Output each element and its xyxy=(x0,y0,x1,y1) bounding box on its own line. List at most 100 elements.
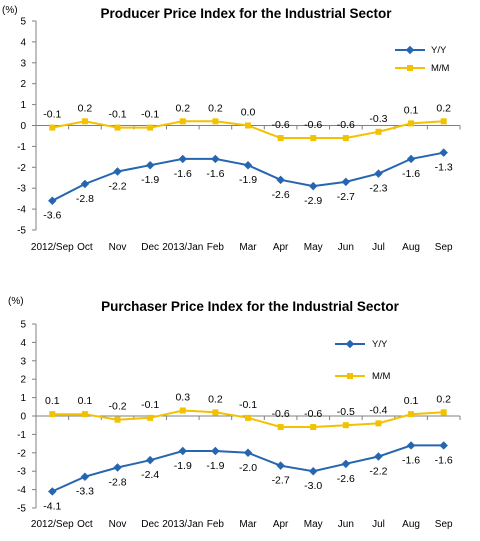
x-tick-label: 2013/Jan xyxy=(162,519,203,530)
data-point-mm xyxy=(114,124,121,131)
data-point-mm xyxy=(375,420,382,427)
y-tick-label: -3 xyxy=(17,467,26,478)
x-tick-label: Nov xyxy=(109,242,127,253)
data-point-mm xyxy=(245,122,251,129)
data-point-yy xyxy=(406,441,416,450)
chart-title: Purchaser Price Index for the Industrial… xyxy=(101,299,400,314)
data-point-mm xyxy=(375,128,382,135)
data-point-yy xyxy=(145,455,155,465)
data-label-yy: -2.2 xyxy=(108,180,126,192)
y-tick-label: -1 xyxy=(17,142,26,153)
data-point-yy xyxy=(178,154,188,164)
data-point-mm xyxy=(277,424,284,431)
legend: Y/Y M/M xyxy=(335,339,391,382)
data-point-mm xyxy=(310,424,317,431)
data-label-mm: -0.6 xyxy=(337,119,355,131)
data-label-mm: -0.6 xyxy=(272,119,290,131)
data-point-yy xyxy=(276,461,285,470)
data-point-mm xyxy=(114,416,121,423)
data-label-yy: -1.9 xyxy=(239,174,257,186)
data-label-mm: 0.2 xyxy=(175,102,190,114)
data-point-mm xyxy=(81,118,88,125)
data-point-yy xyxy=(243,160,253,170)
data-point-yy xyxy=(308,466,318,476)
data-label-mm: 0.2 xyxy=(436,393,451,405)
data-label-mm: 0.1 xyxy=(404,104,419,116)
data-label-mm: -0.4 xyxy=(369,404,387,416)
legend-label-yy: Y/Y xyxy=(372,339,388,350)
data-label-yy: -1.6 xyxy=(206,168,224,180)
data-point-mm xyxy=(440,118,447,125)
x-tick-label: Feb xyxy=(207,519,225,530)
legend-marker-yy xyxy=(405,45,415,55)
plot-area: 5 4 3 2 1 0 -1 -2 -3 -4 -5 2012/Sep Oct Nov Dec 2013/Ja… xyxy=(17,17,461,253)
data-label-mm: -0.6 xyxy=(304,408,322,420)
data-label-mm: 0.1 xyxy=(45,395,60,407)
x-tick-label: Jun xyxy=(338,519,354,530)
data-point-yy xyxy=(341,177,351,187)
data-point-yy xyxy=(276,175,285,185)
x-tick-label: Sep xyxy=(435,242,453,253)
x-tick-label: May xyxy=(304,519,323,530)
purchaser-price-chart: Purchaser Price Index for the Industrial… xyxy=(0,286,480,541)
x-tick-label: Mar xyxy=(239,519,257,530)
y-tick-label: 2 xyxy=(20,79,26,90)
y-tick-label: 3 xyxy=(20,356,26,367)
data-point-yy xyxy=(439,148,448,157)
x-tick-label: Dec xyxy=(141,242,159,253)
data-point-yy xyxy=(113,167,122,176)
data-label-mm: -0.5 xyxy=(337,406,355,418)
y-tick-label: -1 xyxy=(17,430,26,441)
data-label-yy: -1.6 xyxy=(402,454,420,466)
data-label-mm: -0.6 xyxy=(272,408,290,420)
y-unit-label: (%) xyxy=(8,296,24,307)
data-label-yy: -1.3 xyxy=(435,162,453,174)
data-point-mm xyxy=(408,411,415,418)
data-label-mm: -0.1 xyxy=(141,109,159,121)
x-tick-label: 2013/Jan xyxy=(162,242,203,253)
data-point-yy xyxy=(48,487,57,496)
chart-title: Producer Price Index for the Industrial … xyxy=(100,6,392,21)
data-point-mm xyxy=(212,118,219,125)
x-tick-label: Oct xyxy=(77,242,93,253)
x-tick-label: May xyxy=(304,242,323,253)
legend: Y/Y M/M xyxy=(395,45,450,74)
data-label-yy: -2.8 xyxy=(76,193,94,205)
y-tick-label: -4 xyxy=(17,205,26,216)
data-point-yy xyxy=(341,459,351,469)
ppi-chart-svg: Producer Price Index for the Industrial … xyxy=(2,5,461,253)
legend-label-mm: M/M xyxy=(372,371,391,382)
plot-area: 5 4 3 2 1 0 -1 -2 -3 -4 -5 2012/Sep Oct Nov Dec 2013/Ja… xyxy=(17,320,461,530)
y-unit-label: (%) xyxy=(2,5,18,16)
data-label-yy: -3.0 xyxy=(304,480,322,492)
y-tick-label: -4 xyxy=(17,485,26,496)
data-label-mm: 0.2 xyxy=(208,393,223,405)
data-label-yy: -3.6 xyxy=(43,210,61,222)
x-tick-label: Dec xyxy=(141,519,159,530)
data-label-mm: 0.1 xyxy=(404,395,419,407)
x-tick-label: Jun xyxy=(338,242,354,253)
data-label-mm: -0.3 xyxy=(369,113,387,125)
data-point-mm xyxy=(49,124,56,131)
data-point-mm xyxy=(49,411,56,418)
data-point-yy xyxy=(48,196,57,205)
data-point-yy xyxy=(211,154,220,164)
data-label-yy: -2.6 xyxy=(337,473,355,485)
data-point-mm xyxy=(342,422,349,429)
ppi-chart: Producer Price Index for the Industrial … xyxy=(0,0,480,262)
y-tick-label: 0 xyxy=(20,121,26,132)
data-point-mm xyxy=(342,135,349,142)
data-label-yy: -1.9 xyxy=(174,460,192,472)
data-label-yy: -2.7 xyxy=(272,475,290,487)
data-point-yy xyxy=(211,446,220,456)
data-label-yy: -2.8 xyxy=(108,477,126,489)
y-tick-label: 3 xyxy=(20,58,26,69)
x-tick-label: Oct xyxy=(77,519,93,530)
data-label-yy: -4.1 xyxy=(43,500,61,512)
y-tick-label: 2 xyxy=(20,375,26,386)
data-label-mm: 0.0 xyxy=(241,107,256,119)
y-tick-label: 0 xyxy=(20,412,26,423)
data-point-yy xyxy=(80,179,90,189)
data-point-mm xyxy=(310,135,317,142)
data-label-yy: -1.9 xyxy=(206,460,224,472)
